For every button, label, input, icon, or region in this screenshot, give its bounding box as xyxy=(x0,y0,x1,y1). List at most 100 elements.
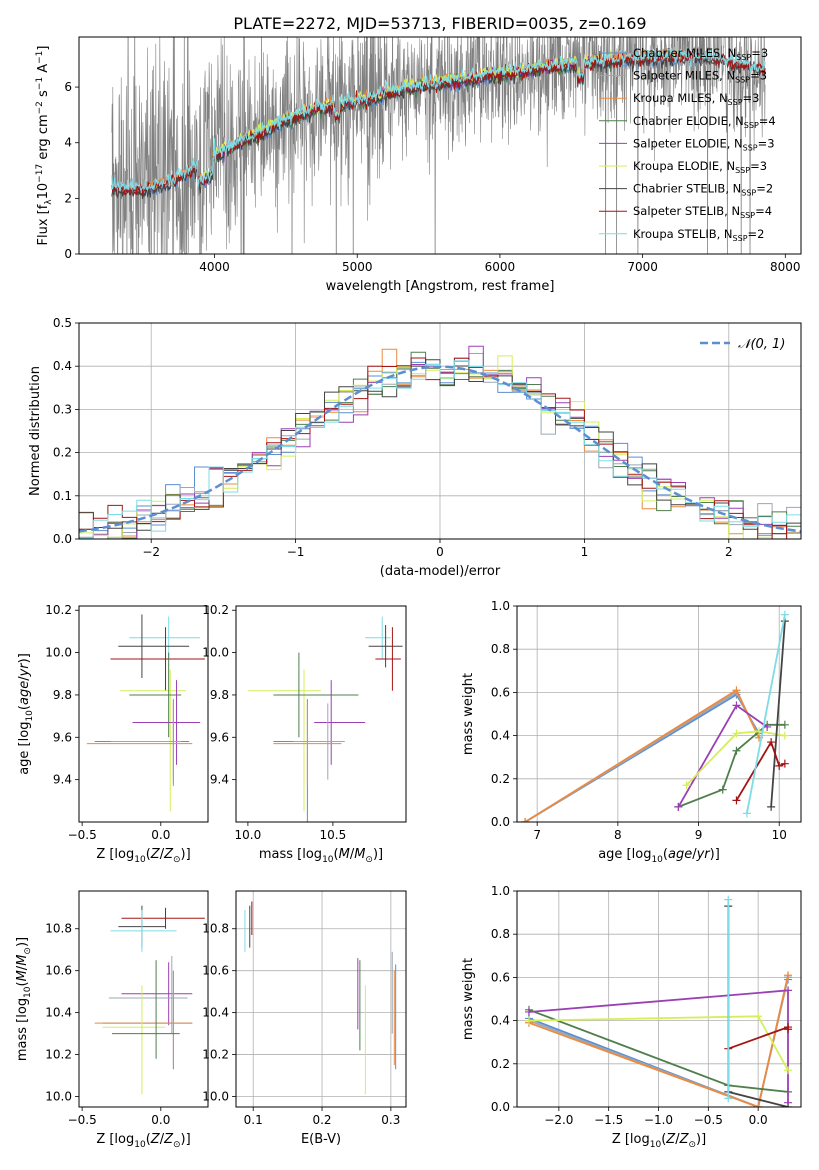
label-part: A xyxy=(36,64,51,77)
y-tick-label: 0.1 xyxy=(53,489,72,503)
legend-label-sub: SSP xyxy=(740,211,755,220)
y-tick-label: 9.8 xyxy=(210,688,229,702)
legend-label-km: Kroupa MILES, NSSP=3 xyxy=(633,91,759,107)
legend-label-suffix: =4 xyxy=(759,114,776,128)
label-part: )] xyxy=(181,847,191,862)
x-tick-label: −2.0 xyxy=(544,1113,573,1127)
label-part: Z [log xyxy=(96,1132,134,1147)
x-tick-label: 0 xyxy=(436,545,444,559)
weight-point-cs xyxy=(767,802,776,811)
legend-label-suffix: =3 xyxy=(750,69,767,83)
label-part: M xyxy=(15,955,30,966)
label-part: )] xyxy=(17,653,32,663)
y-tick-label: 4 xyxy=(64,136,72,150)
axes-frame xyxy=(78,36,802,255)
x-axis-label: mass [log10(M/M⊙)] xyxy=(259,847,383,865)
x-tick-label: 0.0 xyxy=(151,828,170,842)
label-part: / xyxy=(350,847,355,862)
x-tick-label: 10.5 xyxy=(320,828,347,842)
label-part: 10 xyxy=(134,855,146,865)
weight-point-ss xyxy=(780,759,789,768)
label-part: ⊙ xyxy=(688,1140,696,1150)
x-tick-label: −0.5 xyxy=(68,828,97,842)
y-tick-label: 0.3 xyxy=(53,402,72,416)
x-tick-label: 7 xyxy=(533,828,541,842)
x-tick-label: −2 xyxy=(142,545,160,559)
axes-frame xyxy=(235,605,407,823)
y-tick-label: 10.6 xyxy=(45,964,72,978)
y-tick-label: 0.8 xyxy=(491,642,510,656)
legend-label-ke: Kroupa ELODIE, NSSP=3 xyxy=(633,159,767,175)
label-part: age xyxy=(17,681,32,705)
x-axis-label: Z [log10(Z/Z⊙)] xyxy=(96,1132,190,1150)
label-part: / xyxy=(160,1132,165,1147)
weight-point-ss xyxy=(775,761,784,770)
plot-area xyxy=(111,37,766,254)
label-part: age xyxy=(668,847,692,862)
x-tick-label: 1 xyxy=(581,545,589,559)
axes-frame xyxy=(78,322,802,540)
y-tick-label: 0.6 xyxy=(491,685,510,699)
weight-line-sm xyxy=(524,691,760,822)
plot-area xyxy=(79,345,801,539)
legend-label-suffix: =4 xyxy=(755,204,772,218)
label-part: Z xyxy=(665,1132,676,1147)
label-part: s xyxy=(36,90,51,101)
y-tick-label: 10.0 xyxy=(202,646,229,660)
x-tick-label: 4000 xyxy=(199,260,230,274)
legend-label-text: Chabrier MILES, N xyxy=(633,46,736,60)
x-tick-label: −0.5 xyxy=(68,1113,97,1127)
weight-point-se xyxy=(524,1007,533,1016)
legend-label-suffix: =3 xyxy=(743,91,760,105)
weight-point-ce xyxy=(732,746,741,755)
legend-label-text: Salpeter MILES, N xyxy=(633,69,735,83)
legend-label-ss: Salpeter STELIB, NSSP=4 xyxy=(633,204,772,220)
y-tick-label: 2 xyxy=(64,191,72,205)
x-tick-label: 9 xyxy=(695,828,703,842)
weight-point-ke xyxy=(732,729,741,738)
label-part: Z xyxy=(150,847,161,862)
axes-frame xyxy=(516,890,802,1108)
label-part: 10 xyxy=(322,855,334,865)
x-tick-label: −1.5 xyxy=(594,1113,623,1127)
y-tick-label: 0.0 xyxy=(53,532,72,546)
y-tick-label: 0.2 xyxy=(491,772,510,786)
x-tick-label: −1 xyxy=(287,545,305,559)
weight-point-se xyxy=(763,722,772,731)
y-tick-label: 10.8 xyxy=(45,922,72,936)
y-tick-label: 10.8 xyxy=(202,922,229,936)
y-tick-label: 1.0 xyxy=(491,599,510,613)
y-tick-label: 10.2 xyxy=(45,1048,72,1062)
label-part: / xyxy=(17,676,32,681)
y-tick-label: 0.4 xyxy=(491,1014,510,1028)
y-tick-label: 0.0 xyxy=(491,815,510,829)
weight-point-se xyxy=(674,802,683,811)
label-part: −2 xyxy=(35,101,45,114)
label-part: yr xyxy=(17,662,32,678)
y-tick-label: 0.2 xyxy=(53,446,72,460)
x-tick-label: 0.1 xyxy=(244,1113,263,1127)
x-axis-label: wavelength [Angstrom, rest frame] xyxy=(326,279,555,294)
weight-line-km xyxy=(524,688,760,822)
legend-label-sub: SSP xyxy=(743,143,758,152)
x-tick-label: 0.0 xyxy=(151,1113,170,1127)
x-tick-label: 5000 xyxy=(342,260,373,274)
x-axis-label: Z [log10(Z/Z⊙)] xyxy=(96,847,190,865)
y-axis-label: age [log10(age/yr)] xyxy=(17,653,35,775)
label-part: ⊙ xyxy=(173,855,181,865)
y-tick-label: 0.5 xyxy=(53,316,72,330)
spectrum-panel: 4000 5000 6000 7000 8000 0 2 4 6 wavelength [Angs… xyxy=(35,36,802,294)
legend-label-sub: SSP xyxy=(733,234,748,243)
legend-label-suffix: =3 xyxy=(750,159,767,173)
y-tick-label: 10.4 xyxy=(45,1006,72,1020)
legend-label-sub: SSP xyxy=(735,166,750,175)
x-tick-label: 8 xyxy=(614,828,622,842)
label-part: ⊙ xyxy=(23,947,33,955)
weight-point-ss xyxy=(767,738,776,747)
legend-label-ks: Kroupa STELIB, NSSP=2 xyxy=(633,227,764,243)
weight-line-cs xyxy=(770,621,786,807)
label-part: −1 xyxy=(35,51,45,64)
legend-label-suffix: =3 xyxy=(751,46,768,60)
legend-label-se: Salpeter ELODIE, NSSP=3 xyxy=(633,136,775,152)
